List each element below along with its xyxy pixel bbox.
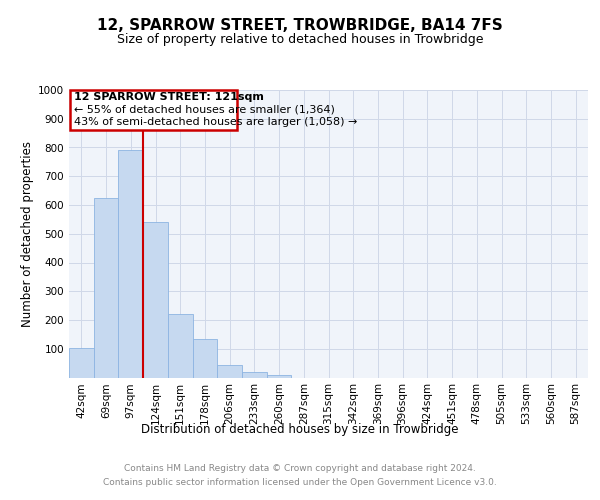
Y-axis label: Number of detached properties: Number of detached properties xyxy=(21,141,34,327)
Text: Distribution of detached houses by size in Trowbridge: Distribution of detached houses by size … xyxy=(141,422,459,436)
Bar xyxy=(193,338,217,378)
Bar xyxy=(143,222,168,378)
Text: Contains public sector information licensed under the Open Government Licence v3: Contains public sector information licen… xyxy=(103,478,497,487)
Bar xyxy=(94,198,118,378)
Bar xyxy=(267,374,292,378)
Text: 43% of semi-detached houses are larger (1,058) →: 43% of semi-detached houses are larger (… xyxy=(74,118,358,128)
Bar xyxy=(217,366,242,378)
Text: 12, SPARROW STREET, TROWBRIDGE, BA14 7FS: 12, SPARROW STREET, TROWBRIDGE, BA14 7FS xyxy=(97,18,503,32)
Bar xyxy=(168,314,193,378)
Text: Size of property relative to detached houses in Trowbridge: Size of property relative to detached ho… xyxy=(117,32,483,46)
Bar xyxy=(118,150,143,378)
Bar xyxy=(242,372,267,378)
Text: 12 SPARROW STREET: 121sqm: 12 SPARROW STREET: 121sqm xyxy=(74,92,264,102)
Text: Contains HM Land Registry data © Crown copyright and database right 2024.: Contains HM Land Registry data © Crown c… xyxy=(124,464,476,473)
Text: ← 55% of detached houses are smaller (1,364): ← 55% of detached houses are smaller (1,… xyxy=(74,105,335,115)
Bar xyxy=(69,348,94,378)
Bar xyxy=(70,90,237,130)
